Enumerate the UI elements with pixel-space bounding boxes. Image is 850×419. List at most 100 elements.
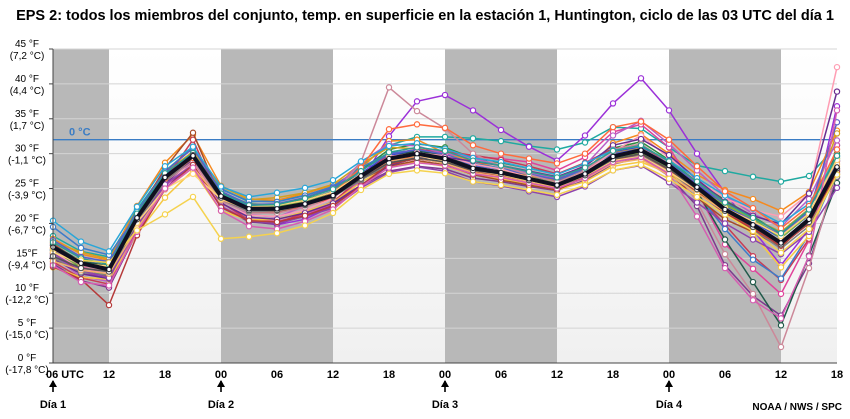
arrow-head-icon (441, 380, 449, 387)
member-data-point (665, 136, 673, 143)
y-tick-label-c: (1,7 °C) (10, 121, 45, 132)
day-label: Día 4 (656, 399, 683, 411)
mean-data-point (750, 222, 756, 228)
member-data-point (749, 173, 757, 180)
x-tick-label: 06 (495, 369, 507, 381)
member-data-point (749, 236, 757, 243)
member-data-point (581, 132, 589, 139)
y-tick-label-c: (7,2 °C) (10, 51, 45, 62)
y-tick-label-f: 40 °F (15, 74, 39, 85)
mean-data-point (554, 182, 560, 188)
mean-data-point (358, 173, 364, 179)
chart-title: EPS 2: todos los miembros del conjunto, … (16, 8, 834, 24)
member-data-point (161, 211, 169, 218)
member-data-point (721, 225, 729, 233)
member-data-point (245, 193, 253, 201)
member-data-point (497, 181, 505, 189)
mean-data-point (246, 206, 252, 212)
member-data-point (189, 193, 197, 201)
member-data-point (833, 63, 841, 71)
member-data-point (693, 213, 701, 220)
member-data-point (329, 186, 337, 193)
member-data-point (301, 212, 309, 219)
member-data-point (609, 147, 617, 155)
member-data-point (413, 107, 421, 115)
member-data-point (777, 315, 785, 322)
member-data-point (161, 185, 169, 192)
member-data-point (777, 264, 785, 271)
mean-data-point (414, 150, 420, 157)
member-data-point (189, 170, 197, 178)
mean-data-point (694, 184, 700, 190)
member-data-point (637, 142, 645, 149)
member-data-point (245, 223, 253, 230)
member-data-point (497, 126, 505, 134)
y-tick-label-c: (-17,8 °C) (5, 365, 48, 376)
member-data-point (273, 189, 281, 196)
mean-data-point (386, 155, 392, 162)
mean-data-point (330, 192, 336, 199)
member-data-point (217, 207, 225, 215)
member-data-point (245, 233, 253, 240)
member-data-point (497, 137, 505, 145)
y-tick-label-f: 5 °F (18, 318, 36, 329)
y-tick-label-f: 10 °F (15, 283, 39, 294)
member-data-point (273, 218, 281, 226)
y-tick-label-f: 15°F (16, 248, 37, 259)
day-label: Día 3 (432, 399, 458, 411)
arrow-head-icon (217, 380, 225, 387)
member-data-point (301, 195, 309, 202)
mean-data-point (162, 174, 168, 181)
member-data-point (469, 178, 477, 185)
mean-data-point (302, 201, 308, 207)
y-tick-label-f: 20 °F (15, 213, 39, 224)
member-data-point (105, 301, 113, 309)
mean-data-point (806, 216, 812, 222)
mean-data-point (498, 169, 504, 176)
member-data-point (245, 217, 253, 224)
member-data-point (413, 144, 421, 151)
mean-data-point (190, 153, 196, 159)
member-data-point (833, 107, 841, 114)
member-data-point (413, 167, 421, 174)
member-data-point (189, 164, 197, 171)
member-data-point (105, 282, 113, 289)
credit-label: NOAA / NWS / SPC (752, 402, 842, 413)
y-tick-label-f: 30 °F (15, 144, 39, 155)
member-data-point (133, 227, 141, 234)
freezing-line-label: 0 °C (69, 127, 91, 139)
mean-data-point (722, 206, 728, 213)
member-data-point (693, 163, 701, 170)
mean-data-point (470, 165, 476, 172)
mean-data-point (78, 260, 84, 266)
member-data-point (805, 206, 813, 213)
member-data-point (553, 146, 561, 153)
member-data-point (637, 118, 645, 125)
member-data-point (77, 238, 85, 245)
mean-data-point (778, 240, 784, 246)
member-data-point (357, 158, 365, 165)
member-data-point (749, 256, 757, 263)
member-data-point (357, 186, 365, 194)
member-data-point (161, 194, 169, 201)
mean-data-point (834, 164, 840, 170)
member-data-point (553, 160, 561, 167)
member-data-point (777, 290, 785, 298)
member-data-point (833, 152, 841, 159)
mean-data-point (666, 162, 672, 169)
mean-data-point (526, 176, 532, 182)
member-data-point (609, 100, 617, 107)
member-data-point (581, 181, 589, 189)
member-data-point (217, 235, 225, 242)
member-data-point (105, 248, 113, 255)
member-data-point (721, 236, 729, 243)
y-tick-label-f: 45 °F (15, 39, 39, 50)
member-data-point (525, 143, 533, 150)
member-data-point (301, 222, 309, 229)
member-data-point (609, 132, 617, 139)
member-data-point (805, 264, 813, 272)
member-data-point (469, 135, 477, 142)
member-data-point (581, 150, 589, 157)
mean-data-point (582, 171, 588, 177)
member-data-point (217, 183, 225, 190)
